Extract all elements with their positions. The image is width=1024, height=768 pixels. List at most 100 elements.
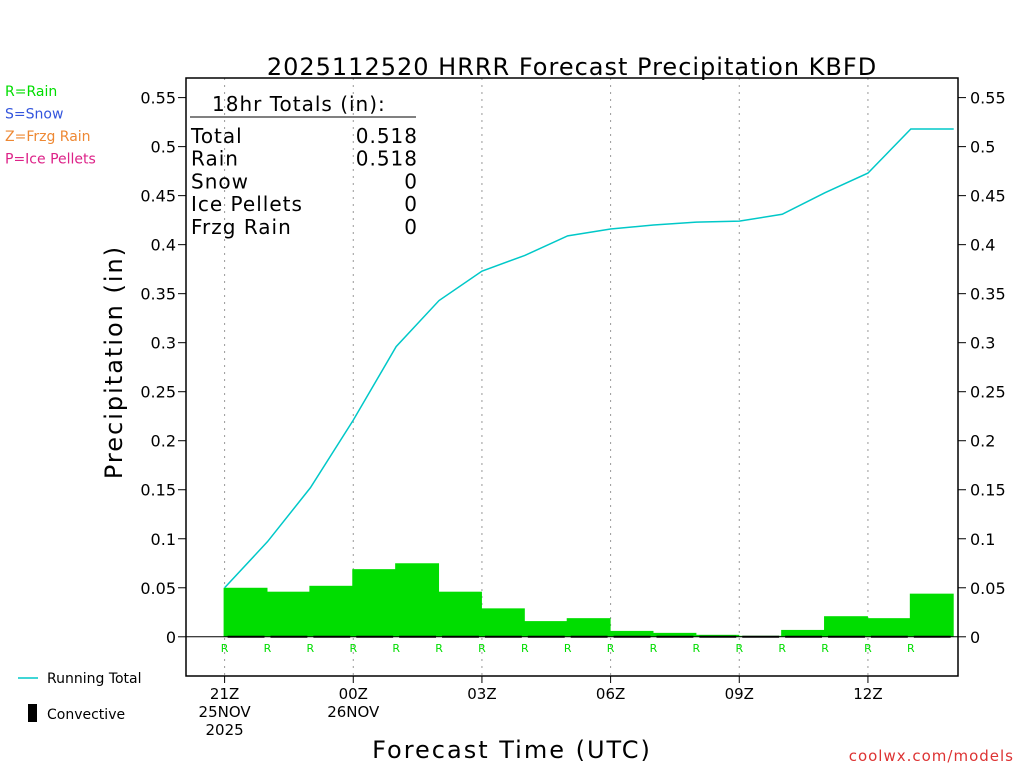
- y-tick-label: 0.4: [970, 236, 995, 255]
- totals-row-label: Frzg Rain: [191, 215, 292, 239]
- y-tick-label: 0.1: [151, 530, 176, 549]
- ptype-label: R: [821, 642, 829, 655]
- y-tick-label: 0.05: [140, 579, 176, 598]
- type-legend-item: R=Rain: [5, 84, 57, 100]
- precip-bar: [523, 621, 568, 637]
- y-tick-label: 0.5: [970, 138, 995, 157]
- totals-row-value: 0: [404, 169, 418, 193]
- y-tick-label: 0.55: [970, 89, 1006, 108]
- running-total-legend: Running Total: [18, 671, 142, 687]
- ptype-label: R: [307, 642, 315, 655]
- type-legend-item: P=Ice Pellets: [5, 152, 96, 168]
- y-tick-label: 0.15: [140, 481, 176, 500]
- x-axis-title: Forecast Time (UTC): [372, 736, 652, 764]
- x-tick-label: 03Z: [467, 685, 496, 703]
- y-axis-left: 0 0.05 0.1 0.15 0.2 0.25 0.3 0.35 0.4 0.45 0.5 0.55: [140, 89, 186, 647]
- x-tick-label: 06Z: [596, 685, 625, 703]
- precip-type-legend: R=Rain S=Snow Z=Frzg Rain P=Ice Pellets: [5, 84, 96, 168]
- totals-box: 18hr Totals (in): Total 0.518 Rain 0.518 Sno…: [190, 92, 418, 239]
- y-tick-label: 0.05: [970, 579, 1006, 598]
- precip-bar: [309, 585, 354, 637]
- precip-bar: [266, 591, 311, 637]
- precip-bar: [652, 632, 697, 637]
- x-tick-label: 12Z: [853, 685, 882, 703]
- y-tick-label: 0.4: [151, 236, 176, 255]
- totals-rows: Total 0.518 Rain 0.518 Snow 0 Ice Pellets 0 Frzg…: [190, 124, 418, 239]
- totals-row-value: 0: [404, 215, 418, 239]
- y-tick-label: 0.25: [970, 383, 1006, 402]
- y-tick-label: 0.35: [970, 285, 1006, 304]
- y-tick-label: 0.3: [151, 334, 176, 353]
- ptype-label: R: [349, 642, 357, 655]
- ptype-label: R: [392, 642, 400, 655]
- ptype-label: R: [778, 642, 786, 655]
- ptype-label: R: [435, 642, 443, 655]
- totals-row-label: Total: [190, 124, 243, 148]
- precip-bar: [566, 618, 611, 637]
- totals-row-value: 0.518: [356, 147, 418, 171]
- x-tick-label: 09Z: [725, 685, 754, 703]
- ptype-label: R: [693, 642, 701, 655]
- ptype-label: R: [864, 642, 872, 655]
- chart-title: 2025112520 HRRR Forecast Precipitation K…: [267, 53, 877, 81]
- ptype-label: R: [564, 642, 572, 655]
- y-tick-label: 0.45: [970, 187, 1006, 206]
- precip-bar: [609, 630, 654, 637]
- y-axis-title: Precipitation (in): [100, 245, 128, 479]
- totals-row-value: 0: [404, 192, 418, 216]
- precip-bar: [438, 591, 482, 637]
- ptype-label: R: [907, 642, 915, 655]
- precip-bar: [223, 587, 268, 637]
- x-tick-label: 00Z: [339, 685, 368, 703]
- ptype-label: R: [735, 642, 743, 655]
- y-tick-label: 0.2: [151, 432, 176, 451]
- precip-bar: [781, 629, 826, 637]
- y-tick-label: 0.5: [151, 138, 176, 157]
- x-tick-label: 25NOV: [199, 703, 252, 721]
- convective-legend: Convective: [28, 704, 125, 723]
- totals-row-value: 0.518: [356, 124, 418, 148]
- ptype-label: R: [521, 642, 529, 655]
- running-total-line: [224, 128, 954, 589]
- x-tick-label: 2025: [206, 721, 244, 739]
- convective-label: Convective: [47, 707, 125, 723]
- y-tick-label: 0: [166, 628, 176, 647]
- convective-swatch: [28, 704, 37, 722]
- y-tick-label: 0.55: [140, 89, 176, 108]
- site-credit: coolwx.com/models: [849, 747, 1014, 765]
- running-total-label: Running Total: [47, 671, 142, 687]
- y-tick-label: 0.15: [970, 481, 1006, 500]
- precip-bar: [395, 563, 440, 637]
- precip-bar: [352, 569, 397, 637]
- precip-bar: [866, 618, 911, 637]
- x-tick-label: 26NOV: [327, 703, 380, 721]
- type-legend-item: Z=Frzg Rain: [5, 129, 91, 145]
- x-tick-label: 21Z: [210, 685, 239, 703]
- y-tick-label: 0.2: [970, 432, 995, 451]
- totals-row-label: Rain: [191, 147, 239, 171]
- y-tick-label: 0.35: [140, 285, 176, 304]
- y-tick-label: 0: [970, 628, 980, 647]
- hourly-bars: [223, 563, 954, 638]
- ptype-label: R: [221, 642, 229, 655]
- ptype-label: R: [607, 642, 615, 655]
- y-tick-label: 0.45: [140, 187, 176, 206]
- ptype-label: R: [264, 642, 272, 655]
- ptype-label: R: [650, 642, 658, 655]
- precip-bar: [824, 616, 868, 637]
- totals-row-label: Ice Pellets: [191, 192, 303, 216]
- precip-bar: [480, 608, 525, 637]
- y-tick-label: 0.1: [970, 530, 995, 549]
- ptype-label: R: [478, 642, 486, 655]
- totals-row-label: Snow: [191, 169, 249, 193]
- y-axis-right: 0 0.05 0.1 0.15 0.2 0.25 0.3 0.35 0.4 0.45 0.5 0.55: [958, 89, 1006, 647]
- type-legend-item: S=Snow: [5, 107, 63, 123]
- plot-frame: [185, 77, 959, 677]
- y-tick-label: 0.3: [970, 334, 995, 353]
- y-tick-label: 0.25: [140, 383, 176, 402]
- precip-bar: [909, 593, 954, 637]
- totals-header: 18hr Totals (in):: [212, 92, 386, 116]
